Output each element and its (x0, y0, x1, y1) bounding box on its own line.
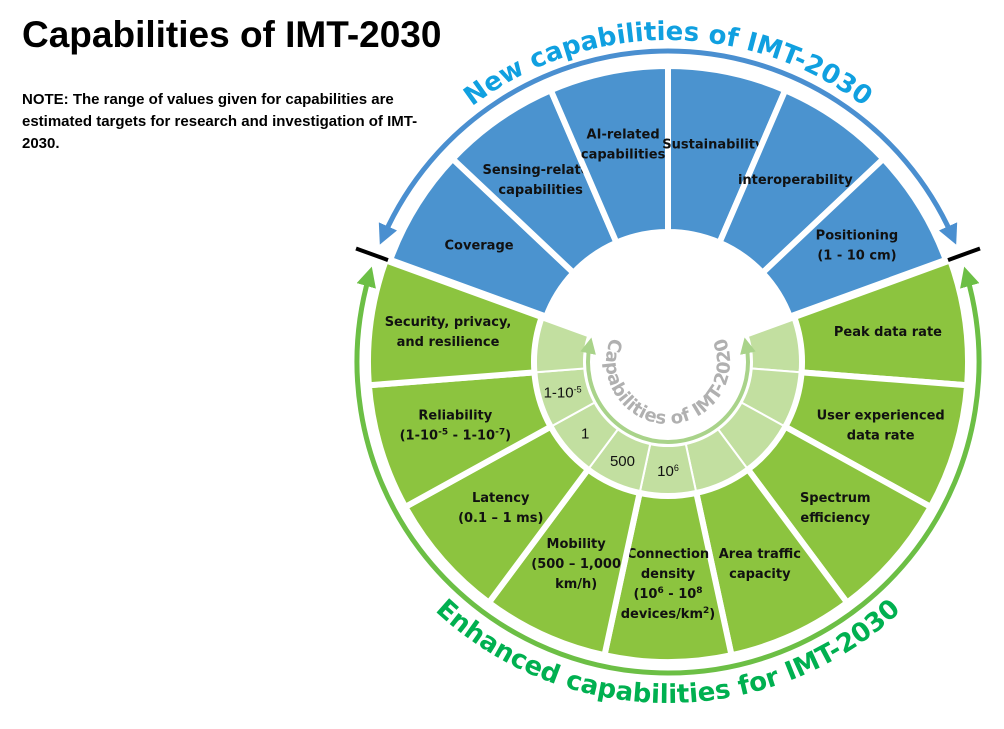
new-capability-label: Sustainability (662, 138, 764, 153)
new-capability-label: interoperability (738, 173, 853, 188)
imt-2020-value: 1-10-5 (544, 385, 582, 402)
enhanced-capability-label: Area traffic capacity (719, 547, 801, 582)
enhanced-capability-label: Peak data rate (834, 325, 942, 340)
enhanced-capability-label: Spectrum efficiency (800, 491, 871, 526)
imt-2020-arrow (580, 337, 756, 444)
new-capability-label: AI-related capabilities (581, 128, 666, 163)
new-capability-label: Sensing-related capabilities (482, 163, 598, 198)
enhanced-capability-label: User experienced data rate (817, 409, 945, 444)
imt-2020-value: 1 (581, 425, 589, 442)
new-capabilities-arrow (378, 48, 958, 245)
note-text: NOTE: The range of values given for capa… (22, 91, 418, 152)
enhanced-capability-label: Reliability (1-10-5 - 1-10-7) (400, 409, 511, 444)
divider-tick-right (947, 246, 981, 262)
page-title: Capabilities of IMT-2030 (22, 14, 442, 55)
enhanced-capability-label: Mobility (500 – 1,000 km/h) (531, 537, 621, 592)
enhanced-capability-label: Security, privacy, and resilience (385, 315, 512, 350)
enhanced-capability-label: Latency (0.1 – 1 ms) (458, 491, 543, 526)
new-capability-label: Coverage (445, 238, 514, 253)
enhanced-capability-label: Connection density (106 - 108 devices/km2) (621, 547, 715, 622)
imt-2020-value: 106 (657, 463, 679, 480)
enhanced-capabilities-arrow (354, 266, 982, 676)
imt-2020-label: Capabilities of IMT-2020 (601, 336, 736, 429)
divider-tick-left (355, 246, 389, 262)
imt-2020-value: 500 (610, 453, 635, 470)
